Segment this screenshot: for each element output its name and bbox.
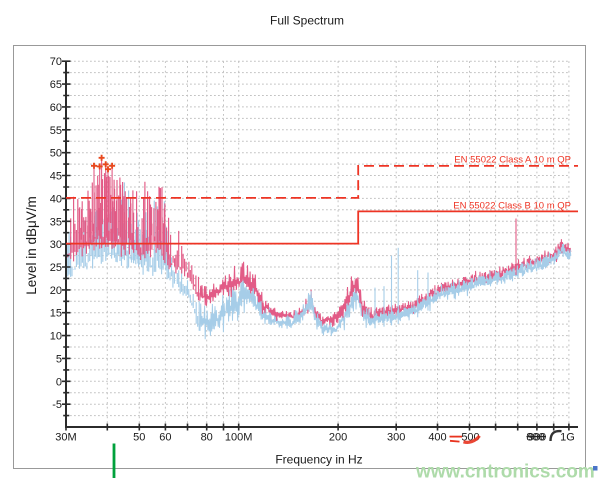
svg-text:100M: 100M	[225, 432, 253, 444]
svg-text:EN 55022 Class A 10 m QP: EN 55022 Class A 10 m QP	[454, 154, 571, 165]
svg-text:EN 55022 Class B 10 m QP: EN 55022 Class B 10 m QP	[453, 200, 571, 211]
svg-text:60: 60	[50, 102, 62, 114]
svg-text:1G: 1G	[560, 432, 575, 444]
svg-text:0: 0	[56, 376, 62, 388]
svg-text:Level in dBμV/m: Level in dBμV/m	[24, 196, 39, 295]
svg-text:800: 800	[526, 432, 544, 444]
svg-text:10: 10	[50, 331, 62, 343]
svg-text:65: 65	[50, 79, 62, 91]
svg-text:30: 30	[50, 239, 62, 251]
svg-text:300: 300	[387, 432, 405, 444]
svg-text:80: 80	[201, 432, 213, 444]
svg-text:45: 45	[50, 171, 62, 183]
svg-text:55: 55	[50, 125, 62, 137]
svg-text:50: 50	[50, 148, 62, 160]
svg-text:70: 70	[50, 56, 62, 68]
svg-text:50: 50	[133, 432, 145, 444]
svg-text:900: 900	[528, 432, 546, 444]
svg-text:Full Spectrum: Full Spectrum	[270, 14, 344, 28]
svg-text:35: 35	[50, 216, 62, 228]
svg-text:5: 5	[56, 353, 62, 365]
svg-text:200: 200	[329, 432, 347, 444]
svg-text:400: 400	[428, 432, 446, 444]
svg-text:20: 20	[50, 285, 62, 297]
svg-text:40: 40	[50, 193, 62, 205]
svg-text:60: 60	[159, 432, 171, 444]
svg-text:www.cntronics.com: www.cntronics.com	[415, 462, 595, 483]
svg-text:Frequency in Hz: Frequency in Hz	[275, 453, 362, 467]
svg-text:30M: 30M	[55, 432, 76, 444]
svg-text:15: 15	[50, 308, 62, 320]
svg-text:-5: -5	[52, 399, 62, 411]
svg-text:25: 25	[50, 262, 62, 274]
